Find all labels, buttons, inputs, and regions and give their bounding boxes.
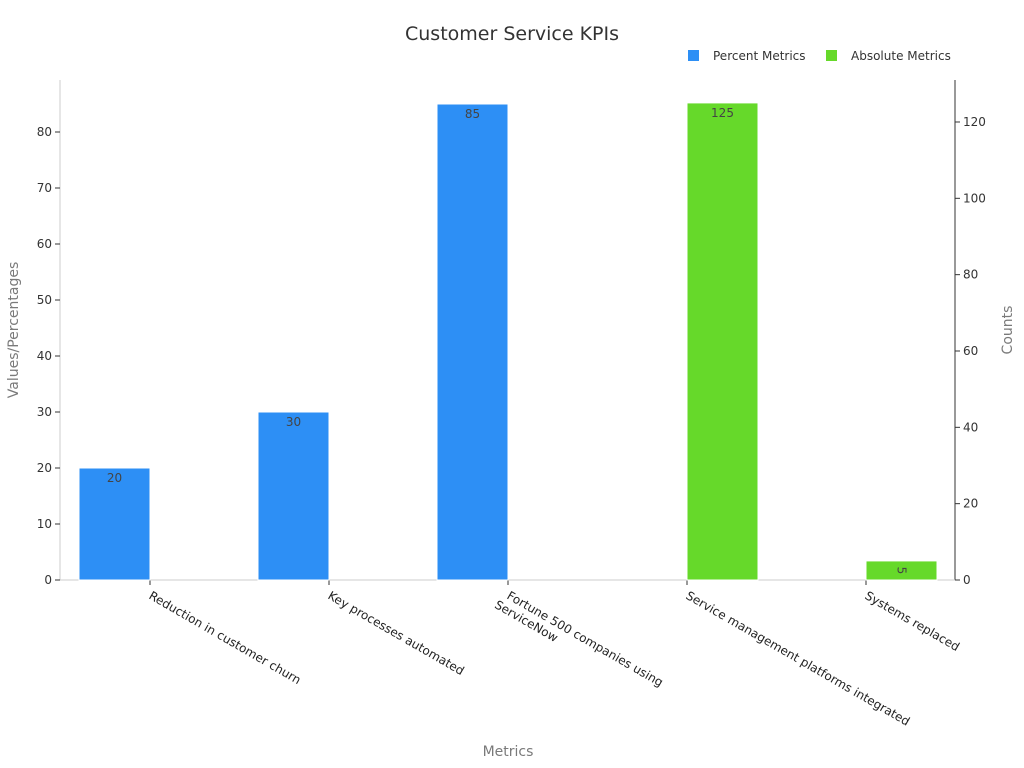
bar-value-label: 30 — [286, 415, 301, 429]
bar-value-label: 125 — [711, 106, 734, 120]
bar-value-label: 85 — [465, 107, 480, 121]
y-tick-label: 50 — [37, 293, 52, 307]
bar — [78, 467, 151, 581]
y-tick-label: 40 — [37, 349, 52, 363]
bar-value-label: 20 — [107, 471, 122, 485]
x-tick-label: Systems replaced — [863, 588, 962, 654]
y2-tick-label: 40 — [963, 420, 978, 434]
x-tick-label-line: Reduction in customer churn — [147, 588, 304, 687]
bar — [686, 102, 759, 581]
bar — [257, 411, 330, 581]
y-tick-label: 70 — [37, 181, 52, 195]
y2-tick-label: 80 — [963, 268, 978, 282]
bar-value-label: 5 — [895, 567, 909, 575]
axes: 0 10 20 30 40 50 60 70 80 0 20 40 60 80 100 120 — [37, 80, 986, 587]
x-tick-label: Key processes automated — [326, 588, 467, 678]
y-tick-label: 10 — [37, 517, 52, 531]
y2-tick-label: 20 — [963, 497, 978, 511]
bar-labels: 20 30 85 125 5 — [107, 106, 909, 574]
x-tick-label-line: Key processes automated — [326, 588, 467, 678]
y2-tick-label: 0 — [963, 573, 971, 587]
bar — [865, 560, 938, 581]
x-tick-label: Reduction in customer churn — [147, 588, 304, 687]
legend-swatch — [826, 50, 837, 61]
bar — [436, 103, 509, 581]
y2-tick-label: 60 — [963, 344, 978, 358]
y-tick-label: 20 — [37, 461, 52, 475]
legend-item: Percent Metrics — [688, 49, 806, 63]
y2-tick-label: 100 — [963, 191, 986, 205]
y-tick-label: 80 — [37, 125, 52, 139]
y-tick-label: 0 — [44, 573, 52, 587]
y-axis-title: Values/Percentages — [6, 262, 22, 399]
x-tick-label-line: Fortune 500 companies using — [505, 588, 666, 689]
legend-swatch — [688, 50, 699, 61]
x-tick-label-line: Systems replaced — [863, 588, 962, 654]
y-tick-label: 60 — [37, 237, 52, 251]
y-tick-label: 30 — [37, 405, 52, 419]
legend-label: Absolute Metrics — [851, 49, 951, 63]
x-axis-title: Metrics — [483, 744, 534, 760]
y2-axis-title: Counts — [1000, 306, 1016, 355]
chart-title: Customer Service KPIs — [405, 23, 619, 45]
legend: Percent Metrics Absolute Metrics — [688, 49, 951, 63]
y2-tick-label: 120 — [963, 115, 986, 129]
category-labels: Reduction in customer churn Key processes… — [147, 588, 962, 728]
legend-item: Absolute Metrics — [826, 49, 951, 63]
legend-label: Percent Metrics — [713, 49, 806, 63]
bars — [78, 102, 938, 581]
